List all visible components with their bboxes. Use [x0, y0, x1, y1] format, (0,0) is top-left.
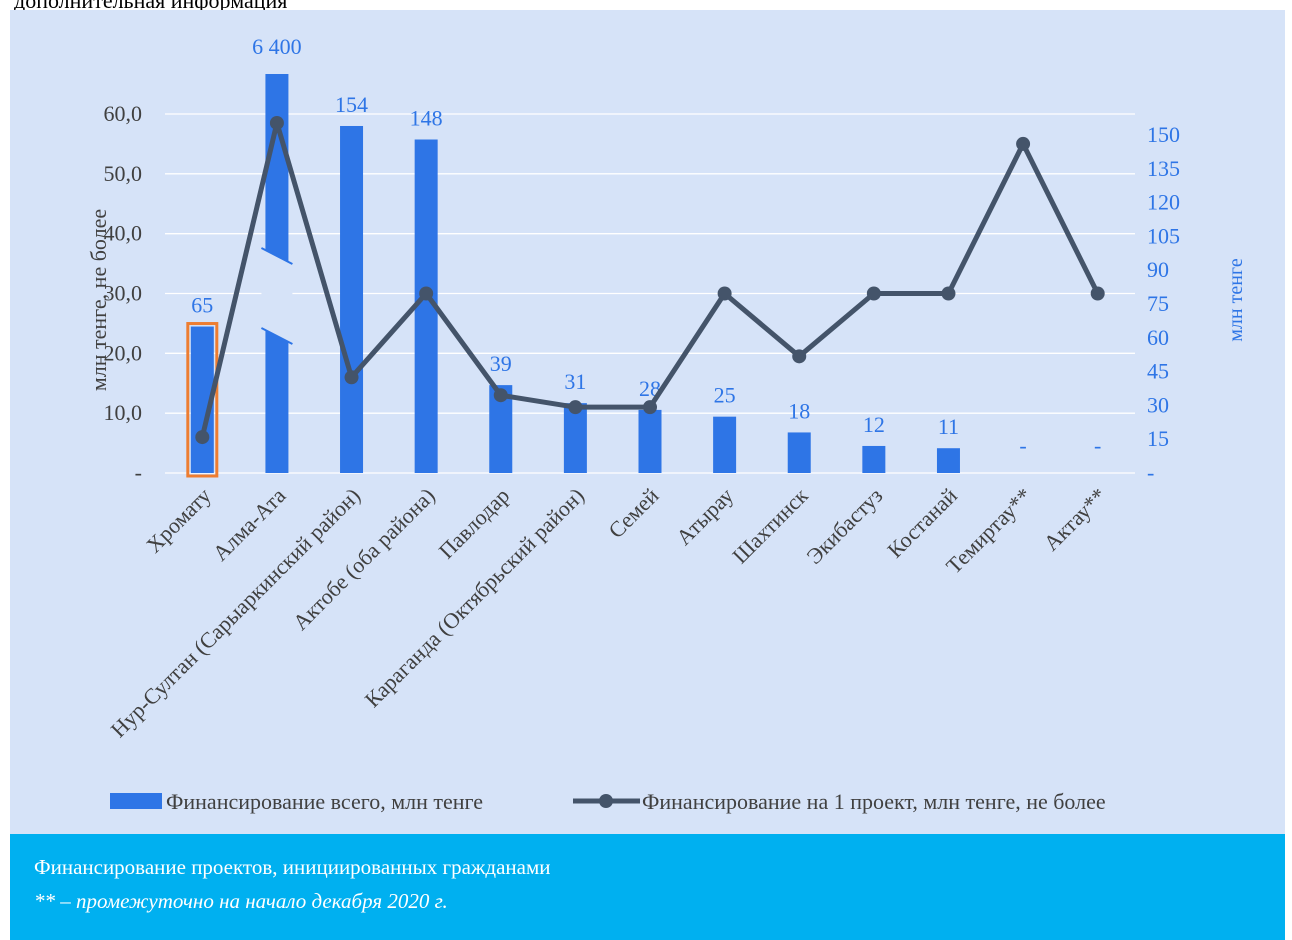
right-tick-label: 150 [1147, 122, 1180, 147]
bar [862, 446, 885, 473]
bar-data-label: 25 [714, 383, 736, 408]
right-tick-label: - [1147, 460, 1154, 485]
category-label: Хромату [141, 483, 216, 558]
line-point [345, 370, 359, 384]
bar [713, 417, 736, 473]
right-tick-label: 120 [1147, 190, 1180, 215]
left-tick-label: 10,0 [104, 400, 143, 425]
legend-bar-swatch [110, 793, 162, 809]
bar [937, 448, 960, 473]
left-axis-title: млн тенге, не более [86, 209, 111, 391]
bar [788, 432, 811, 473]
line-point [941, 287, 955, 301]
right-tick-label: 90 [1147, 257, 1169, 282]
right-tick-label: 105 [1147, 223, 1180, 248]
right-tick-label: 45 [1147, 359, 1169, 384]
left-tick-label: 50,0 [104, 161, 143, 186]
caption-note: ** – промежуточно на начало декабря 2020… [34, 889, 448, 914]
right-tick-label: 15 [1147, 426, 1169, 451]
bar-data-label: - [1094, 433, 1101, 458]
bar-data-label: 65 [191, 293, 213, 318]
category-label: Атырау [671, 483, 738, 550]
line-point [419, 287, 433, 301]
right-tick-label: 75 [1147, 291, 1169, 316]
line-point [792, 349, 806, 363]
category-label: Актау** [1039, 483, 1112, 556]
category-label: Семей [603, 483, 663, 543]
line-point [494, 388, 508, 402]
legend-line-marker [599, 794, 613, 808]
category-label: Экибастуз [801, 483, 887, 569]
caption-box: Финансирование проектов, инициированных … [10, 834, 1285, 940]
line-point [270, 116, 284, 130]
line-point [568, 400, 582, 414]
bar-data-label: 6 400 [252, 34, 302, 59]
bar-data-label: 11 [938, 414, 959, 439]
right-axis-title: млн тенге [1225, 258, 1247, 342]
line-point [643, 400, 657, 414]
category-label: Актобе (оба района) [288, 483, 440, 635]
legend-line-label: Финансирование на 1 проект, млн тенге, н… [642, 789, 1106, 814]
right-tick-label: 60 [1147, 325, 1169, 350]
line-point [718, 287, 732, 301]
category-label: Шахтинск [727, 483, 813, 569]
chart-svg: -10,020,030,040,050,060,0-15304560759010… [10, 10, 1285, 834]
bar-data-label: - [1019, 433, 1026, 458]
line-point [1016, 137, 1030, 151]
left-tick-label: 60,0 [104, 101, 143, 126]
line-point [1091, 287, 1105, 301]
right-tick-label: 30 [1147, 392, 1169, 417]
left-tick-label: - [135, 460, 142, 485]
bar-data-label: 148 [410, 106, 443, 131]
bar-data-label: 31 [564, 369, 586, 394]
bar [340, 126, 363, 473]
line-point [195, 430, 209, 444]
caption-title: Финансирование проектов, инициированных … [34, 855, 551, 880]
right-tick-label: 135 [1147, 156, 1180, 181]
bar [639, 410, 662, 473]
bar-data-label: 39 [490, 351, 512, 376]
chart-panel: -10,0 20,0 30,0 40,0 50,0 60,0-15 30 45 60 75 90 10… [10, 10, 1285, 834]
bar-data-label: 154 [335, 92, 368, 117]
legend-bar-label: Финансирование всего, млн тенге [166, 789, 483, 814]
line-point [867, 287, 881, 301]
bar-data-label: 18 [788, 398, 810, 423]
bar-data-label: 12 [863, 412, 885, 437]
